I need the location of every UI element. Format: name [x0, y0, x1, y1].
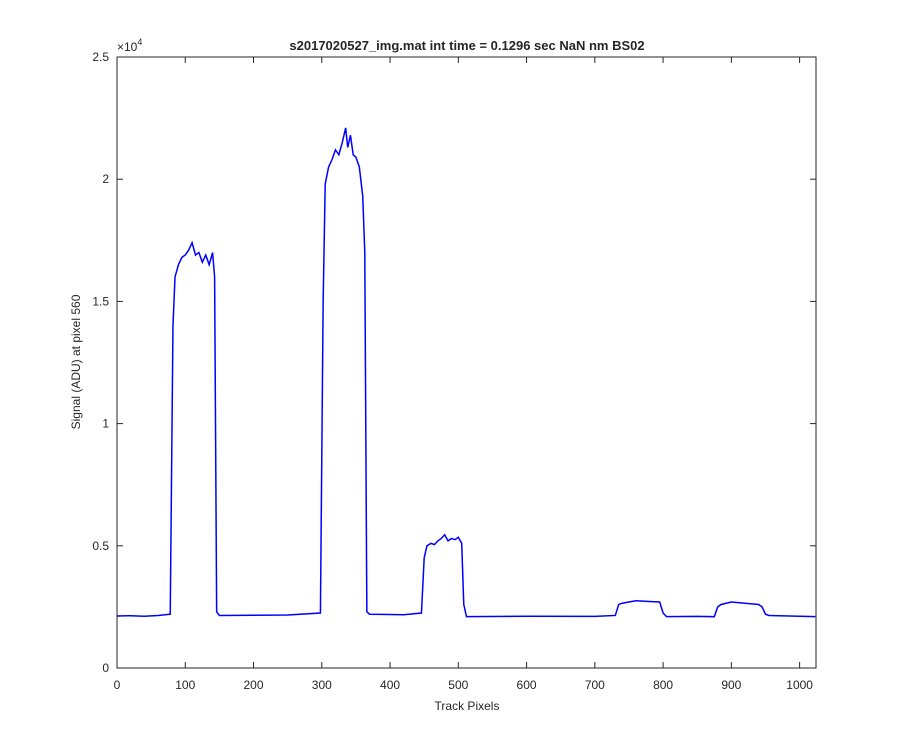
x-tick-label: 100	[175, 678, 195, 692]
y-tick-label: 1.5	[92, 294, 109, 308]
data-line	[116, 127, 816, 618]
x-tick-label: 700	[585, 678, 605, 692]
x-tick-label: 1000	[786, 678, 813, 692]
y-axis-label: Signal (ADU) at pixel 560	[69, 294, 83, 429]
y-tick-label: 0	[102, 661, 109, 675]
y-multiplier-base: ×10	[117, 40, 138, 54]
y-multiplier: ×104	[117, 37, 142, 54]
x-tick-label: 400	[380, 678, 400, 692]
y-multiplier-power: 4	[137, 37, 142, 47]
chart-title: s2017020527_img.mat int time = 0.1296 se…	[289, 38, 644, 53]
x-tick-label: 300	[312, 678, 332, 692]
x-tick-label: 0	[114, 678, 121, 692]
x-tick-label: 800	[653, 678, 673, 692]
x-tick-label: 900	[721, 678, 741, 692]
y-tick-label: 2.5	[92, 50, 109, 64]
y-tick-label: 2	[102, 172, 109, 186]
plot-box	[116, 56, 817, 669]
x-tick-label: 600	[517, 678, 537, 692]
x-tick-label: 200	[244, 678, 264, 692]
x-tick-label: 500	[448, 678, 468, 692]
x-axis-label: Track Pixels	[435, 699, 500, 713]
y-tick-label: 0.5	[92, 539, 109, 553]
y-tick-label: 1	[102, 417, 109, 431]
